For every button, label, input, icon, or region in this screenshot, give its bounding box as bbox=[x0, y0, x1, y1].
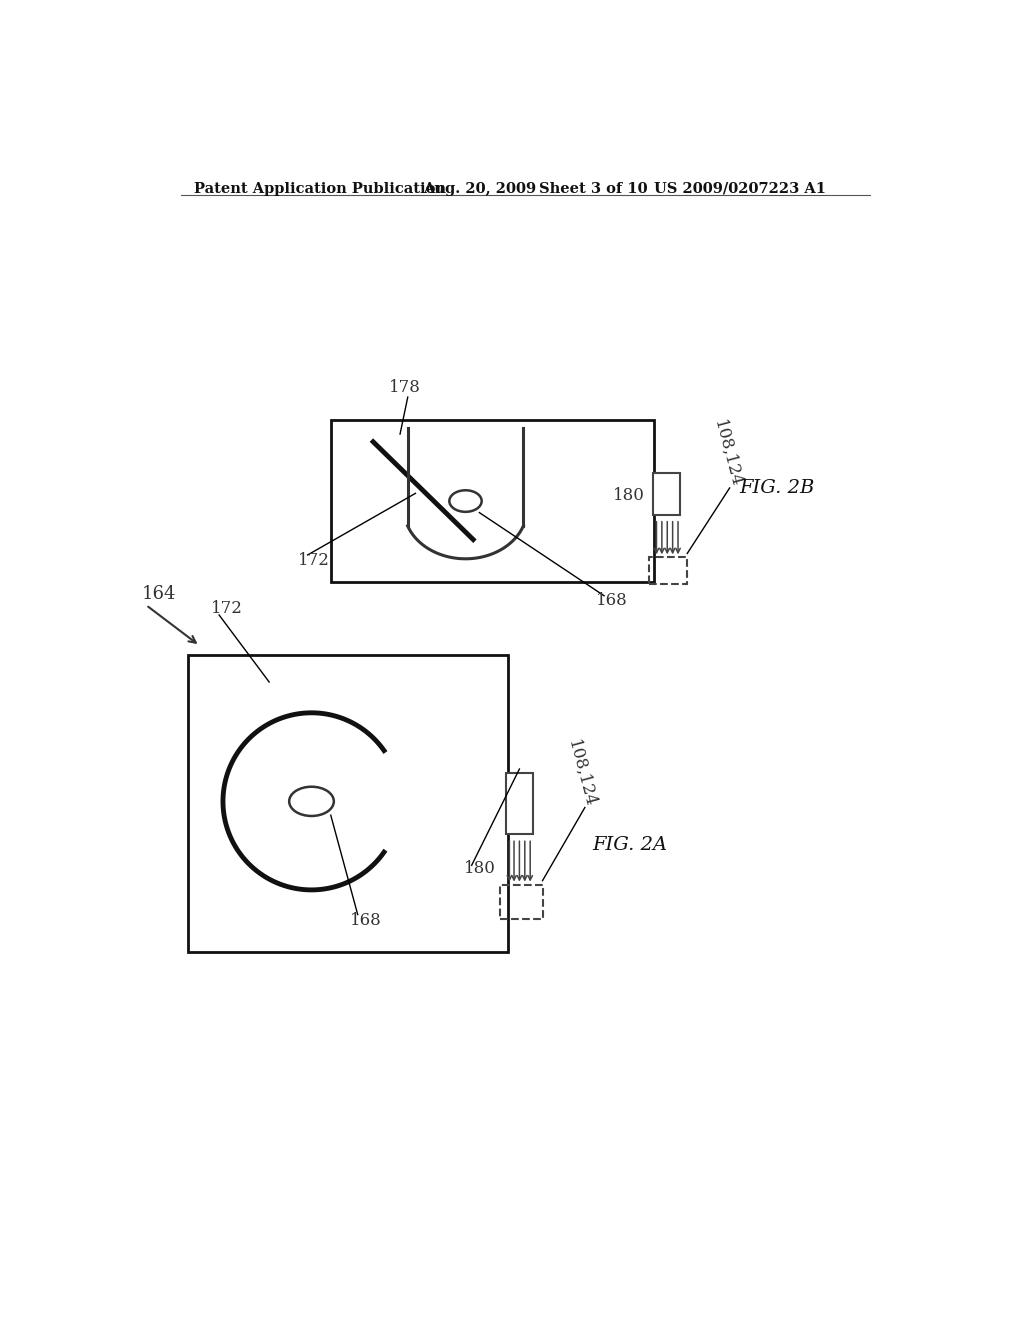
Text: 180: 180 bbox=[464, 859, 496, 876]
Text: Aug. 20, 2009: Aug. 20, 2009 bbox=[423, 182, 537, 195]
Text: 178: 178 bbox=[388, 379, 421, 396]
Text: 168: 168 bbox=[350, 912, 382, 929]
Bar bbox=[188, 655, 508, 952]
Bar bbox=[500, 884, 543, 919]
Text: 168: 168 bbox=[596, 591, 628, 609]
Bar bbox=[649, 557, 687, 585]
Text: FIG. 2A: FIG. 2A bbox=[593, 836, 668, 854]
Text: 108,124: 108,124 bbox=[711, 418, 744, 490]
Text: FIG. 2B: FIG. 2B bbox=[739, 479, 814, 498]
Text: Sheet 3 of 10: Sheet 3 of 10 bbox=[539, 182, 647, 195]
Text: US 2009/0207223 A1: US 2009/0207223 A1 bbox=[654, 182, 826, 195]
Text: 164: 164 bbox=[142, 585, 176, 603]
Bar bbox=[652, 473, 680, 515]
Text: 172: 172 bbox=[298, 552, 331, 569]
Text: 108,124: 108,124 bbox=[564, 738, 598, 809]
Bar bbox=[331, 420, 654, 582]
Text: Patent Application Publication: Patent Application Publication bbox=[194, 182, 445, 195]
Text: 172: 172 bbox=[211, 601, 244, 618]
Bar bbox=[506, 774, 534, 834]
Text: 180: 180 bbox=[612, 487, 644, 504]
